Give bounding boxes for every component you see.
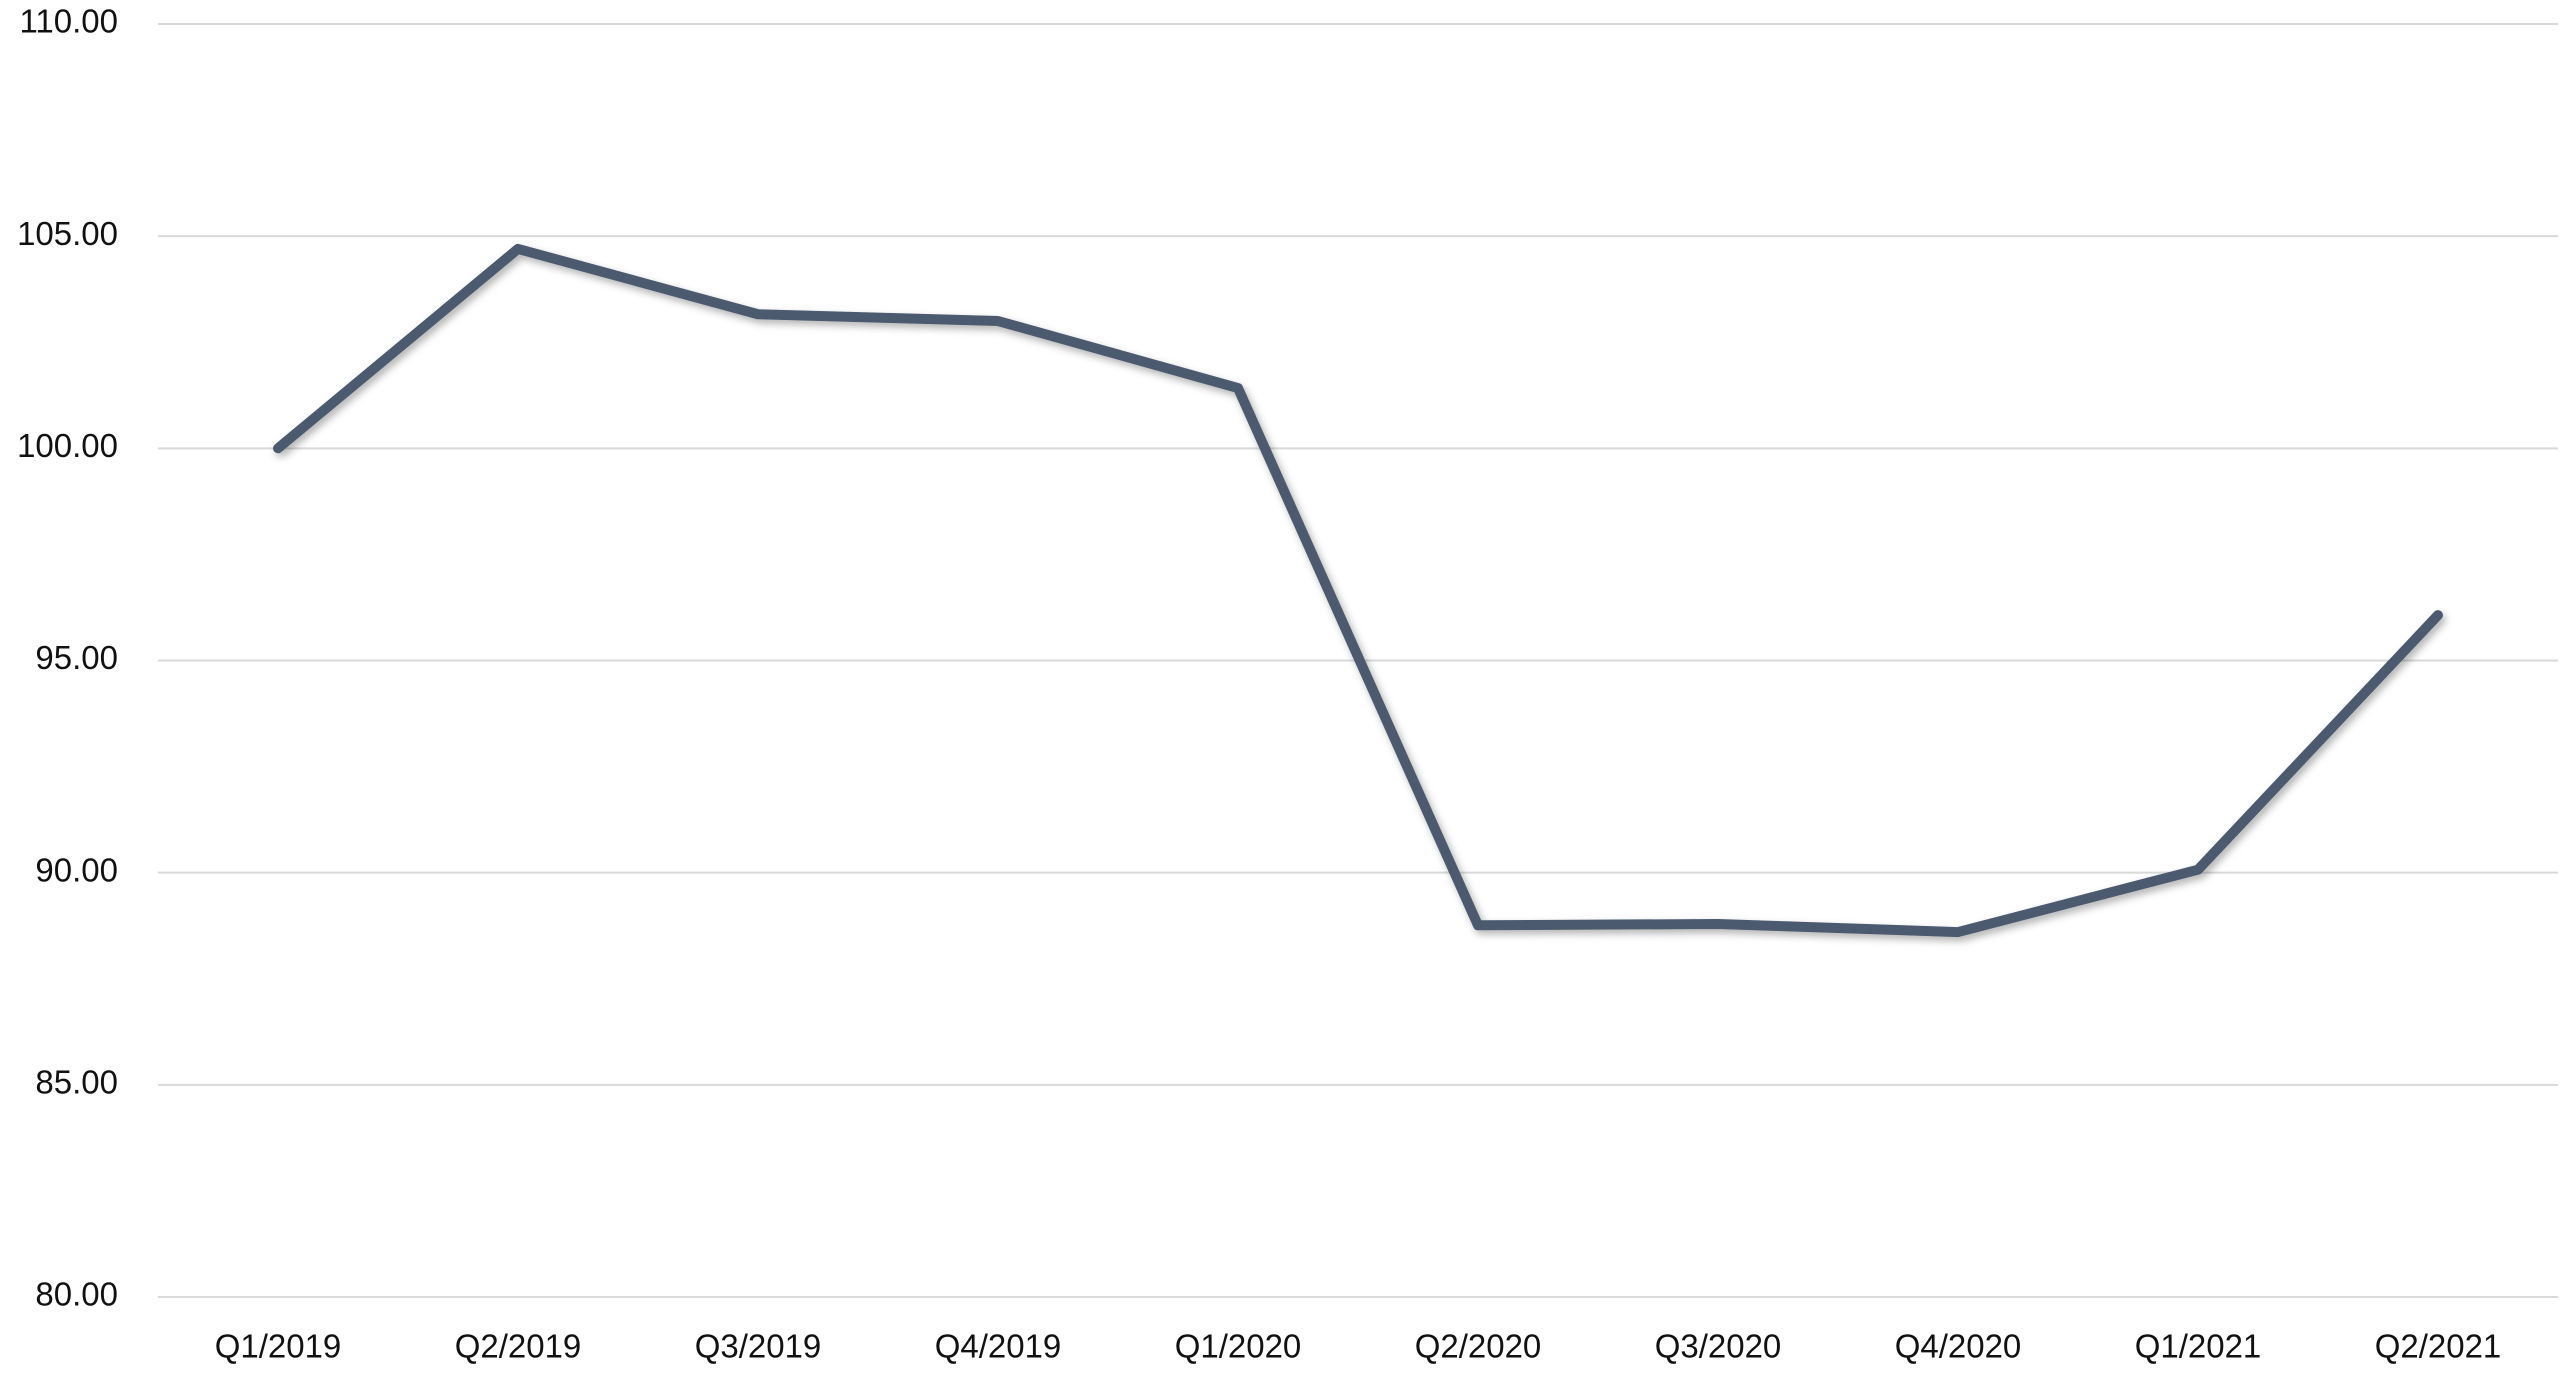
y-tick-label: 80.00 [35, 1276, 118, 1313]
data-line [273, 243, 2443, 938]
x-tick-label: Q4/2019 [935, 1328, 1062, 1365]
x-tick-label: Q3/2020 [1655, 1328, 1782, 1365]
x-tick-label: Q1/2021 [2135, 1328, 2262, 1365]
y-tick-label: 95.00 [35, 639, 118, 676]
x-tick-label: Q1/2019 [215, 1328, 342, 1365]
y-tick-label: 85.00 [35, 1064, 118, 1101]
x-tick-label: Q3/2019 [695, 1328, 822, 1365]
y-tick-label: 100.00 [17, 427, 118, 464]
y-tick-label: 110.00 [20, 3, 118, 40]
y-tick-label: 105.00 [17, 215, 118, 252]
y-tick-label: 90.00 [35, 851, 118, 888]
x-tick-label: Q1/2020 [1175, 1328, 1302, 1365]
x-tick-label: Q2/2020 [1415, 1328, 1542, 1365]
x-tick-label: Q2/2019 [455, 1328, 582, 1365]
x-tick-label: Q2/2021 [2375, 1328, 2502, 1365]
x-tick-label: Q4/2020 [1895, 1328, 2022, 1365]
